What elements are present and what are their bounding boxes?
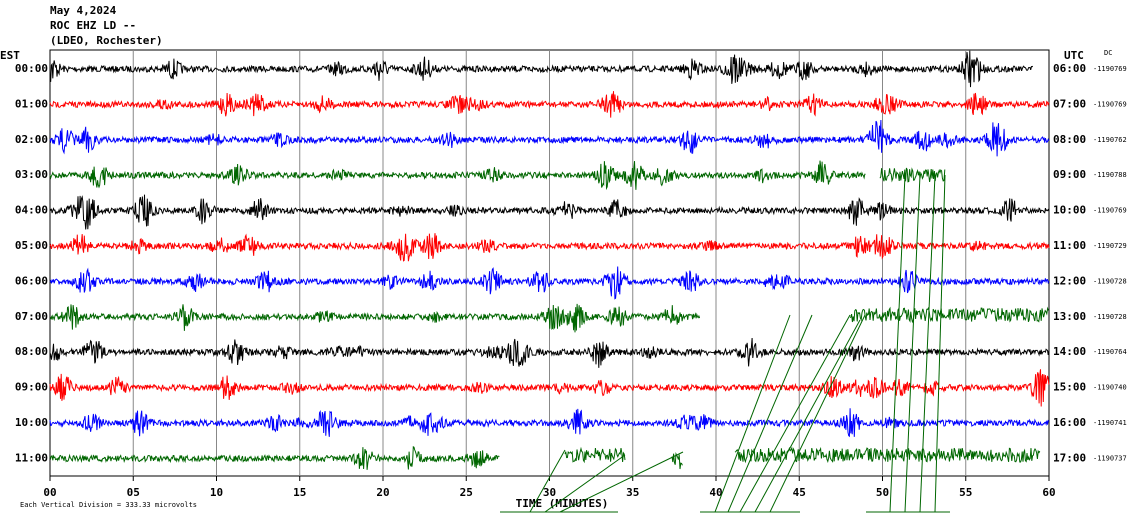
right-hour-label: 10:00 — [1053, 204, 1086, 217]
dc-offset: -1190769 — [1093, 100, 1127, 108]
left-hour-label: 00:00 — [15, 62, 48, 75]
x-tick-label: 60 — [1042, 486, 1055, 499]
x-tick-label: 05 — [127, 486, 140, 499]
date: May 4,2024 — [50, 4, 117, 17]
left-hour-label: 05:00 — [15, 239, 48, 252]
trace — [49, 408, 1050, 438]
dc-offset: -1190741 — [1093, 419, 1127, 427]
x-tick-label: 55 — [959, 486, 972, 499]
trace — [734, 446, 1041, 464]
trace — [49, 266, 1050, 300]
trace — [49, 119, 1050, 157]
trace — [49, 369, 1050, 407]
dc-offset: -1190740 — [1093, 384, 1127, 392]
pen-sweep — [727, 314, 813, 513]
left-hour-label: 03:00 — [15, 168, 48, 181]
left-hour-label: 10:00 — [15, 416, 48, 429]
trace — [49, 160, 866, 191]
left-hour-label: 07:00 — [15, 310, 48, 323]
dc-offset: -1190788 — [1093, 171, 1127, 179]
trace — [49, 194, 1050, 230]
x-axis-title: TIME (MINUTES) — [516, 497, 609, 510]
trace — [49, 91, 1050, 118]
trace — [849, 306, 1049, 324]
pen-sweep — [529, 449, 566, 513]
dc-offset: -1190728 — [1093, 313, 1127, 321]
left-hour-label: 01:00 — [15, 97, 48, 110]
pen-sweep — [889, 174, 906, 513]
left-hour-label: 02:00 — [15, 133, 48, 146]
left-hour-label: 08:00 — [15, 345, 48, 358]
pen-sweep — [904, 174, 921, 513]
trace — [49, 50, 1034, 88]
right-hour-label: 13:00 — [1053, 310, 1086, 323]
right-hour-label: 15:00 — [1053, 381, 1086, 394]
pen-sweep — [559, 451, 684, 513]
left-hour-label: 09:00 — [15, 381, 48, 394]
left-hour-label: 11:00 — [15, 451, 48, 464]
right-hour-label: 07:00 — [1053, 97, 1086, 110]
right-hour-label: 17:00 — [1053, 451, 1086, 464]
pen-sweep — [739, 314, 851, 513]
trace — [671, 452, 683, 470]
dc-offset: -1190769 — [1093, 65, 1127, 73]
x-tick-label: 00 — [43, 486, 56, 499]
dc-offset: -1190764 — [1093, 348, 1127, 356]
pen-sweep — [714, 314, 791, 513]
trace — [879, 167, 946, 183]
left-hour-label: 06:00 — [15, 274, 48, 287]
pen-sweep — [544, 454, 626, 513]
pen-sweep — [769, 314, 866, 513]
pen-sweep — [754, 319, 861, 513]
dc-offset: -1190769 — [1093, 207, 1127, 215]
pen-sweep — [934, 174, 946, 513]
footer: Each Vertical Division = 333.33 microvol… — [20, 501, 197, 509]
x-tick-label: 30 — [543, 486, 556, 499]
trace — [49, 445, 500, 470]
trace — [49, 303, 701, 333]
dc-offset: -1190762 — [1093, 136, 1127, 144]
left-hour-label: 04:00 — [15, 204, 48, 217]
left-axis-title: EST — [0, 49, 20, 62]
dc-offset: -1190729 — [1093, 242, 1127, 250]
x-tick-label: 40 — [709, 486, 722, 499]
dc-offset: -1190737 — [1093, 454, 1127, 462]
x-tick-label: 15 — [293, 486, 306, 499]
trace — [49, 337, 1050, 368]
right-hour-label: 16:00 — [1053, 416, 1086, 429]
trace — [49, 233, 1050, 262]
right-hour-label: 09:00 — [1053, 168, 1086, 181]
x-tick-label: 45 — [793, 486, 806, 499]
right-axis-title: UTC — [1064, 49, 1084, 62]
right-hour-label: 14:00 — [1053, 345, 1086, 358]
x-tick-label: 20 — [376, 486, 389, 499]
x-tick-label: 35 — [626, 486, 639, 499]
location: (LDEO, Rochester) — [50, 34, 163, 47]
right-hour-label: 11:00 — [1053, 239, 1086, 252]
right-hour-label: 12:00 — [1053, 274, 1086, 287]
station: ROC EHZ LD -- — [50, 19, 136, 32]
x-tick-label: 50 — [876, 486, 889, 499]
trace — [564, 446, 626, 464]
dc-title: DC — [1104, 49, 1112, 57]
dc-offset: -1190728 — [1093, 277, 1127, 285]
x-tick-label: 10 — [210, 486, 223, 499]
pen-sweep — [919, 174, 936, 513]
right-hour-label: 08:00 — [1053, 133, 1086, 146]
right-hour-label: 06:00 — [1053, 62, 1086, 75]
x-tick-label: 25 — [460, 486, 473, 499]
